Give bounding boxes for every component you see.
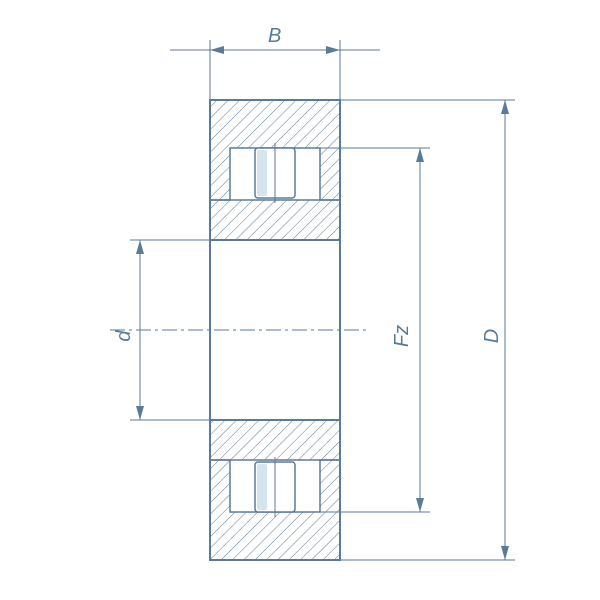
label-Fz: Fz [391, 325, 413, 347]
inner-ring-top [210, 200, 340, 240]
bearing-diagram: B D Fz d [0, 0, 600, 600]
dimension-B: B [170, 25, 380, 100]
label-d: d [113, 330, 135, 342]
roller-top [255, 143, 295, 203]
inner-ring-bottom [210, 420, 340, 460]
dimension-D: D [340, 100, 515, 560]
label-D: D [481, 329, 503, 343]
label-B: B [268, 25, 281, 47]
roller-bottom [255, 457, 295, 517]
